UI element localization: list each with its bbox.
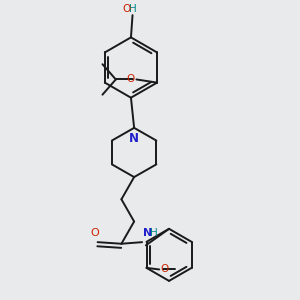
Text: N: N [129, 132, 139, 145]
Text: O: O [91, 228, 99, 238]
Text: O: O [126, 74, 134, 84]
Text: O: O [123, 4, 131, 14]
Text: H: H [129, 4, 136, 14]
Text: O: O [160, 265, 169, 275]
Text: N: N [143, 228, 153, 238]
Text: H: H [150, 228, 158, 238]
